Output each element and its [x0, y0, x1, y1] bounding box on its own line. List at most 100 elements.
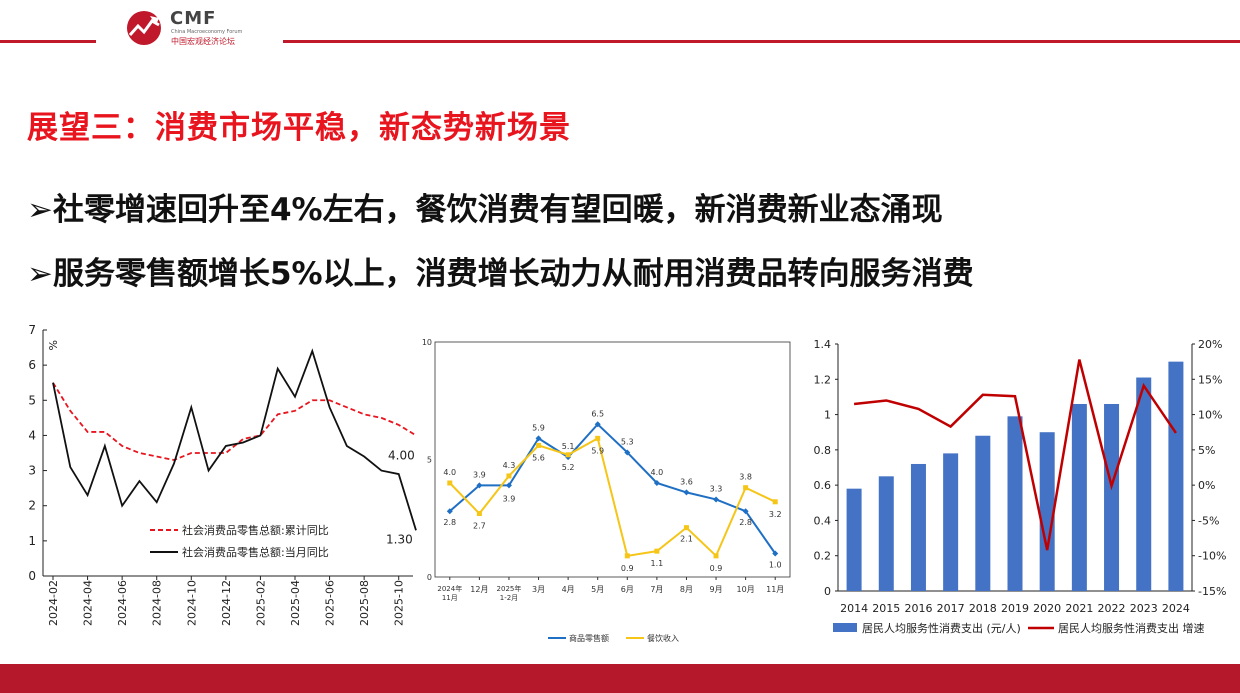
x-tick-label: 2024-10 — [185, 580, 198, 626]
bar — [1039, 432, 1055, 591]
bar — [910, 463, 926, 591]
data-point — [772, 499, 778, 505]
logo-text: CMF — [170, 8, 217, 29]
plot-frame — [434, 341, 791, 578]
x-tick-label: 2024-12 — [220, 580, 233, 626]
data-label: 5.6 — [532, 453, 545, 462]
x-tick-label: 2025-02 — [254, 580, 267, 626]
data-label: 3.8 — [739, 473, 752, 482]
y-axis-unit: % — [46, 340, 59, 350]
legend-label-bar: 居民人均服务性消费支出 (元/人) — [862, 621, 1021, 635]
y-tick-label: 5 — [427, 456, 432, 465]
retail-sales-yoy-chart: 0 1 2 3 4 5 6 7% 2024-02 2024-04 2024-06 2024-08 202… — [28, 323, 417, 626]
data-point — [624, 553, 630, 559]
x-tick-label: 2021 — [1065, 602, 1093, 615]
y-tick-label: 3 — [28, 464, 36, 478]
x-tick-label: 12月 — [470, 585, 488, 594]
y-tick-label: 0 — [824, 585, 831, 598]
x-tick-label: 2023 — [1130, 602, 1158, 615]
x-tick-label: 5月 — [591, 585, 604, 594]
header-rule-left — [0, 40, 96, 43]
data-label: 5.9 — [591, 446, 604, 455]
series-line-1 — [52, 382, 417, 461]
y2-tick-label: 15% — [1198, 373, 1222, 386]
data-point — [683, 489, 690, 496]
x-tick-label: 2025-10 — [393, 580, 406, 626]
data-label: 2.8 — [739, 518, 752, 527]
legend-label-1: 社会消费品零售总额:累计同比 — [182, 523, 329, 537]
data-label: 5.9 — [532, 423, 545, 432]
y-tick-label: 6 — [28, 358, 36, 372]
data-point — [565, 452, 571, 458]
x-tick-label: 2024-08 — [151, 580, 164, 626]
x-tick-label: 2024-04 — [82, 580, 95, 626]
x-tick-label: 9月 — [709, 585, 722, 594]
legend-swatch-bar — [833, 623, 857, 632]
data-point — [742, 508, 749, 515]
bar — [1136, 377, 1152, 591]
x-tick-label: 7月 — [650, 585, 663, 594]
data-label: 4.3 — [503, 461, 516, 470]
y-tick-label: 0.2 — [814, 550, 832, 563]
x-tick-label: 8月 — [680, 585, 693, 594]
data-point — [447, 480, 453, 486]
x-tick-label: 2020 — [1033, 602, 1061, 615]
data-point — [595, 435, 601, 441]
bar — [943, 453, 959, 591]
y2-tick-label: 0% — [1198, 479, 1215, 492]
series-line-2 — [52, 348, 417, 531]
data-label: 2.7 — [473, 522, 486, 531]
y-tick-label: 1.2 — [814, 373, 832, 386]
data-label: 3.6 — [680, 477, 693, 486]
y2-tick-label: -5% — [1198, 514, 1219, 527]
y2-tick-label: 10% — [1198, 409, 1222, 422]
x-tick-label: 2019 — [1001, 602, 1029, 615]
x-tick-label: 2016 — [904, 602, 932, 615]
data-point — [535, 435, 542, 442]
data-label: 2.8 — [443, 518, 456, 527]
header-rule-right — [283, 40, 1240, 43]
data-point — [476, 511, 482, 517]
bar — [975, 435, 991, 591]
data-label: 5.1 — [562, 442, 575, 451]
data-label: 3.2 — [769, 510, 782, 519]
x-tick-label: 6月 — [621, 585, 634, 594]
data-point — [476, 482, 483, 489]
x-tick-label: 2017 — [937, 602, 965, 615]
data-point — [505, 482, 512, 489]
bar — [1104, 403, 1120, 591]
footer-bar — [0, 664, 1240, 693]
service-consumption-chart: 0 0.2 0.4 0.6 0.8 1 1.2 1.4 -15% -10% -5% 0% 5% 10% 15… — [814, 338, 1227, 635]
x-tick-label: 10月 — [737, 585, 755, 594]
x-tick-label: 2024-02 — [47, 580, 60, 626]
x-tick-label: 3月 — [532, 585, 545, 594]
y-tick-label: 0 — [427, 573, 432, 582]
y-tick-label: 4 — [28, 428, 36, 442]
x-tick-label: 2015 — [872, 602, 900, 615]
x-tick-label: 2024 — [1162, 602, 1190, 615]
cmf-logo: CMF China Macroeconomy Forum 中国宏观经济论坛 — [124, 6, 274, 50]
bullet-1: ➢社零增速回升至4%左右，餐饮消费有望回暖，新消费新业态涌现 — [27, 192, 943, 228]
x-tick-label: 2025-08 — [358, 580, 371, 626]
annotation-latest-cumulative: 4.00 — [388, 448, 415, 462]
x-tick-label: 2022 — [1098, 602, 1126, 615]
data-point — [713, 496, 720, 503]
data-point — [683, 525, 689, 531]
data-label: 5.3 — [621, 437, 634, 446]
x-tick-label: 1-2月 — [500, 594, 518, 602]
x-tick-label: 2025-06 — [324, 580, 337, 626]
data-point — [536, 442, 542, 448]
series-line-1 — [449, 422, 777, 555]
y2-tick-label: -15% — [1198, 585, 1226, 598]
data-label: 2.1 — [680, 535, 693, 544]
y2-tick-label: 5% — [1198, 444, 1215, 457]
data-point — [594, 421, 601, 428]
x-tick-label: 4月 — [562, 585, 575, 594]
y-tick-label: 5 — [28, 393, 36, 407]
data-point — [743, 485, 749, 491]
data-label: 3.9 — [473, 470, 486, 479]
y2-tick-label: 20% — [1198, 338, 1222, 351]
x-tick-label: 2018 — [969, 602, 997, 615]
logo-subtitle-cn: 中国宏观经济论坛 — [171, 37, 235, 46]
data-label: 1.0 — [769, 561, 782, 570]
